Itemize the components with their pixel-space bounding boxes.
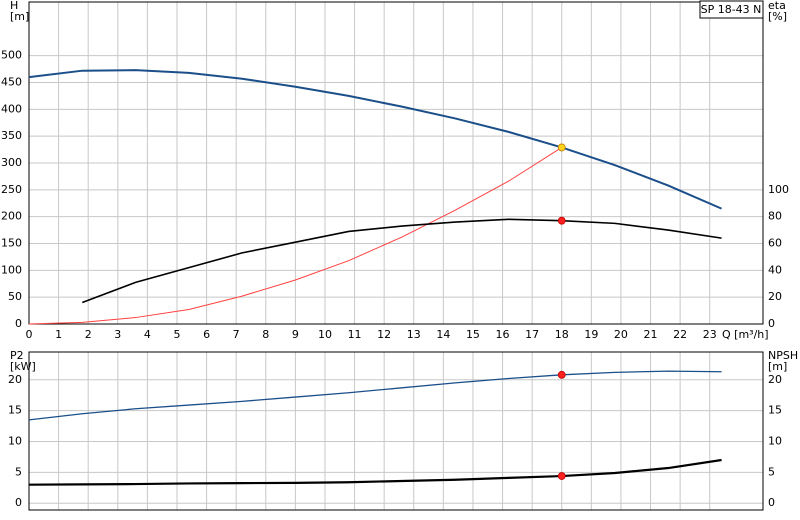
x-tick-label: 23 bbox=[703, 328, 717, 341]
x-tick-label: 5 bbox=[173, 328, 180, 341]
y-tick-label: 100 bbox=[1, 263, 22, 276]
x-axis-label: Q [m³/h] bbox=[722, 328, 769, 341]
y-axis-unit: [m] bbox=[10, 10, 29, 23]
chart-title: SP 18-43 N bbox=[701, 3, 762, 16]
x-tick-label: 7 bbox=[233, 328, 240, 341]
y2-tick-label: 0 bbox=[768, 496, 775, 509]
plot-frame bbox=[28, 351, 764, 511]
y2-tick-label: 80 bbox=[768, 210, 782, 223]
x-tick-label: 19 bbox=[584, 328, 598, 341]
y2-axis-unit: [m] bbox=[768, 360, 787, 373]
curve bbox=[28, 370, 722, 421]
y-tick-label: 350 bbox=[1, 129, 22, 142]
y2-tick-label: 40 bbox=[768, 263, 782, 276]
curve bbox=[28, 147, 563, 325]
y-tick-label: 20 bbox=[8, 373, 22, 386]
y-tick-label: 50 bbox=[8, 290, 22, 303]
x-tick-label: 0 bbox=[26, 328, 33, 341]
y-tick-label: 0 bbox=[15, 317, 22, 330]
y2-axis-unit: [%] bbox=[768, 10, 787, 23]
x-tick-label: 14 bbox=[436, 328, 450, 341]
y2-tick-label: 100 bbox=[768, 183, 789, 196]
x-tick-label: 15 bbox=[466, 328, 480, 341]
duty-point bbox=[557, 472, 566, 480]
x-tick-label: 9 bbox=[292, 328, 299, 341]
y-tick-label: 500 bbox=[1, 49, 22, 62]
y-tick-label: 0 bbox=[15, 496, 22, 509]
y-tick-label: 400 bbox=[1, 102, 22, 115]
x-tick-label: 10 bbox=[318, 328, 332, 341]
y2-tick-label: 5 bbox=[768, 465, 775, 478]
y-tick-label: 5 bbox=[15, 465, 22, 478]
y2-axis-label: NPSH bbox=[768, 349, 798, 362]
x-tick-label: 18 bbox=[555, 328, 569, 341]
x-tick-label: 1 bbox=[55, 328, 62, 341]
y-tick-label: 150 bbox=[1, 237, 22, 250]
duty-point bbox=[557, 143, 566, 152]
x-tick-label: 20 bbox=[614, 328, 628, 341]
title-box bbox=[699, 0, 764, 19]
curve bbox=[28, 458, 722, 486]
y-axis-label: P2 bbox=[10, 349, 24, 362]
duty-point bbox=[557, 370, 566, 379]
x-tick-label: 6 bbox=[203, 328, 210, 341]
y2-tick-label: 20 bbox=[768, 290, 782, 303]
y-axis-unit: [kW] bbox=[10, 360, 36, 373]
y2-tick-label: 15 bbox=[768, 404, 782, 417]
duty-point bbox=[557, 216, 566, 225]
y-tick-label: 10 bbox=[8, 434, 22, 447]
y-tick-label: 15 bbox=[8, 404, 22, 417]
y2-tick-label: 60 bbox=[768, 237, 782, 250]
x-tick-label: 13 bbox=[407, 328, 421, 341]
y-tick-label: 200 bbox=[1, 210, 22, 223]
y2-axis-label: eta bbox=[768, 0, 786, 12]
y-tick-label: 300 bbox=[1, 156, 22, 169]
y2-tick-label: 0 bbox=[768, 317, 775, 330]
x-tick-label: 16 bbox=[496, 328, 510, 341]
x-tick-label: 11 bbox=[348, 328, 362, 341]
y-tick-label: 450 bbox=[1, 76, 22, 89]
x-tick-label: 4 bbox=[144, 328, 151, 341]
y-axis-label: H bbox=[10, 0, 18, 12]
curve bbox=[28, 69, 722, 210]
y2-tick-label: 20 bbox=[768, 373, 782, 386]
curve bbox=[81, 218, 722, 304]
x-tick-label: 17 bbox=[525, 328, 539, 341]
x-tick-label: 8 bbox=[262, 328, 269, 341]
y-tick-label: 250 bbox=[1, 183, 22, 196]
x-tick-label: 22 bbox=[673, 328, 687, 341]
y2-tick-label: 10 bbox=[768, 434, 782, 447]
x-tick-label: 21 bbox=[644, 328, 658, 341]
x-tick-label: 3 bbox=[114, 328, 121, 341]
x-tick-label: 2 bbox=[85, 328, 92, 341]
x-tick-label: 12 bbox=[377, 328, 391, 341]
plot-frame bbox=[28, 1, 764, 325]
